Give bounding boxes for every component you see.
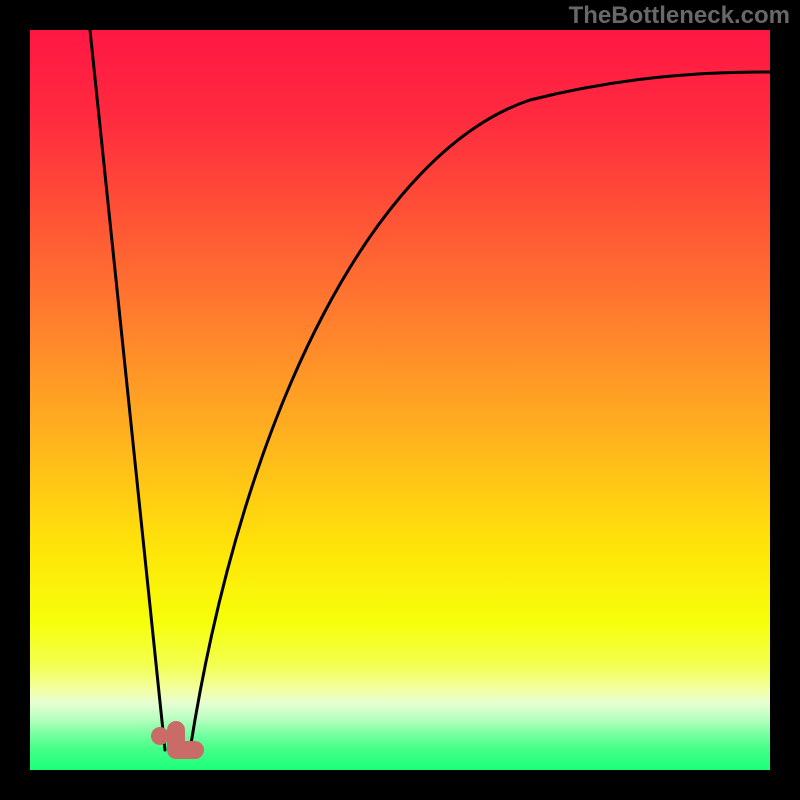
watermark-text: TheBottleneck.com — [569, 2, 790, 30]
bottleneck-chart — [0, 0, 800, 800]
chart-frame: TheBottleneck.com — [0, 0, 800, 800]
